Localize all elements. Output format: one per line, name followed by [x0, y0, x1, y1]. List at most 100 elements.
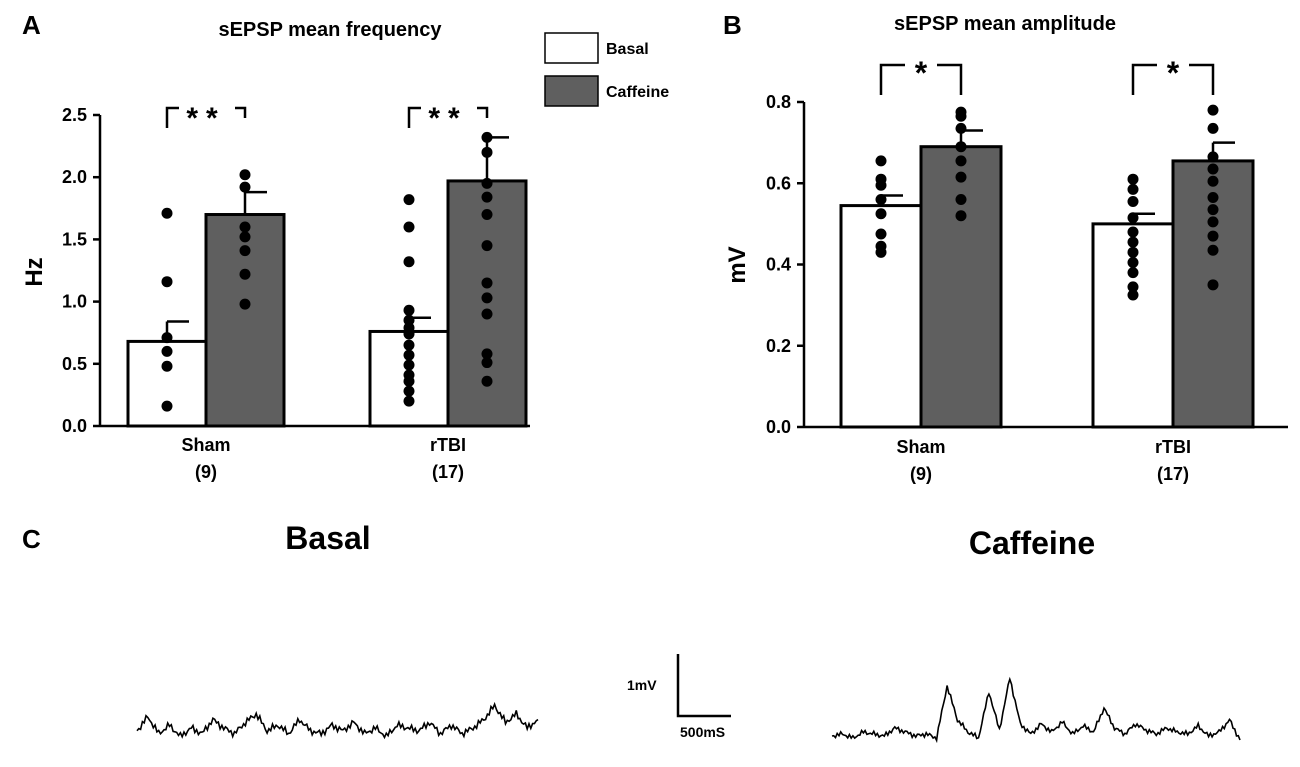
y-tick-label: 2.0	[62, 167, 87, 187]
chart-a-title: sEPSP mean frequency	[218, 19, 442, 41]
data-point	[1207, 175, 1219, 187]
data-point	[1207, 163, 1219, 175]
scale-bar-x-label: 500mS	[680, 724, 725, 740]
legend-swatch-caffeine	[544, 75, 599, 107]
data-point	[955, 122, 967, 134]
data-point	[239, 169, 251, 181]
significance-label: *	[1167, 55, 1180, 91]
trace-caffeine-title: Caffeine	[969, 525, 1095, 561]
significance-bracket	[1189, 63, 1215, 95]
y-tick-label: 2.5	[62, 105, 87, 125]
legend-label-basal: Basal	[606, 41, 649, 58]
data-point	[1127, 183, 1139, 195]
data-point	[403, 375, 415, 387]
data-point	[1207, 244, 1219, 256]
data-point	[239, 298, 251, 310]
chart-amplitude: 0.0 0.2 0.4 0.6 0.8 Sham (9) rTBI (17) * *	[766, 55, 1288, 484]
data-point	[875, 228, 887, 240]
basal-trace	[136, 701, 539, 740]
category-n-label: (17)	[1157, 464, 1189, 484]
significance-bracket	[407, 106, 421, 128]
chart-b-ylabel: mV	[724, 246, 751, 283]
significance-label: **	[186, 102, 225, 135]
panel-label-a: A	[22, 10, 41, 40]
data-point	[403, 304, 415, 316]
data-point	[1127, 267, 1139, 279]
data-point	[1207, 104, 1219, 116]
data-point	[403, 256, 415, 268]
data-point	[1127, 289, 1139, 301]
data-point	[239, 181, 251, 193]
data-point	[403, 349, 415, 361]
category-label: rTBI	[430, 435, 466, 455]
data-point	[875, 208, 887, 220]
data-point	[955, 155, 967, 167]
data-point	[481, 277, 493, 289]
data-point	[481, 191, 493, 203]
chart-frequency: 0.0 0.5 1.0 1.5 2.0 2.5 Sham (9) rTBI (17) ** **	[62, 102, 530, 482]
y-tick-label: 0.0	[766, 417, 791, 437]
data-point	[239, 268, 251, 280]
data-point	[403, 339, 415, 351]
panel-label-c: C	[22, 524, 41, 554]
data-point	[1127, 226, 1139, 238]
data-point	[403, 221, 415, 233]
legend: Basal Caffeine	[544, 32, 669, 107]
data-point	[481, 146, 493, 158]
data-point	[161, 332, 173, 344]
data-point	[1127, 212, 1139, 224]
data-point	[955, 110, 967, 122]
data-point	[481, 308, 493, 320]
data-point	[875, 179, 887, 191]
legend-label-caffeine: Caffeine	[606, 84, 669, 101]
data-point	[403, 328, 415, 340]
significance-bracket	[235, 106, 247, 118]
data-point	[161, 276, 173, 288]
trace-basal-title: Basal	[285, 520, 370, 556]
caffeine-trace	[831, 676, 1241, 744]
data-point	[481, 357, 493, 369]
significance-bracket	[1131, 63, 1157, 95]
data-point	[403, 385, 415, 397]
data-point	[239, 231, 251, 243]
data-point	[875, 155, 887, 167]
data-point	[1127, 256, 1139, 268]
data-point	[481, 375, 493, 387]
category-label: rTBI	[1155, 437, 1191, 457]
data-point	[403, 395, 415, 407]
data-point	[481, 292, 493, 304]
data-point	[481, 177, 493, 189]
bar-caffeine	[919, 145, 1003, 429]
data-point	[481, 348, 493, 360]
data-point	[1207, 204, 1219, 216]
category-label: Sham	[896, 437, 945, 457]
category-n-label: (17)	[432, 462, 464, 482]
data-point	[239, 221, 251, 233]
significance-label: **	[428, 102, 467, 135]
data-point	[1207, 191, 1219, 203]
data-point	[161, 360, 173, 372]
data-point	[1127, 236, 1139, 248]
y-tick-label: 1.0	[62, 292, 87, 312]
y-tick-label: 0.5	[62, 354, 87, 374]
data-point	[403, 359, 415, 371]
data-point	[955, 194, 967, 205]
data-point	[161, 400, 173, 412]
data-point	[955, 171, 967, 183]
category-n-label: (9)	[910, 464, 932, 484]
significance-label: *	[915, 55, 928, 91]
chart-a-ylabel: Hz	[21, 257, 48, 286]
y-tick-label: 1.5	[62, 229, 87, 249]
panel-label-b: B	[723, 10, 742, 40]
y-tick-label: 0.8	[766, 92, 791, 112]
significance-bracket	[937, 63, 963, 95]
scale-bar-y-label: 1mV	[627, 677, 657, 693]
data-point	[1127, 246, 1139, 258]
category-n-label: (9)	[195, 462, 217, 482]
y-tick-label: 0.0	[62, 416, 87, 436]
data-point	[1127, 196, 1139, 208]
significance-bracket	[477, 106, 489, 118]
data-point	[1207, 279, 1219, 291]
data-point	[481, 209, 493, 221]
